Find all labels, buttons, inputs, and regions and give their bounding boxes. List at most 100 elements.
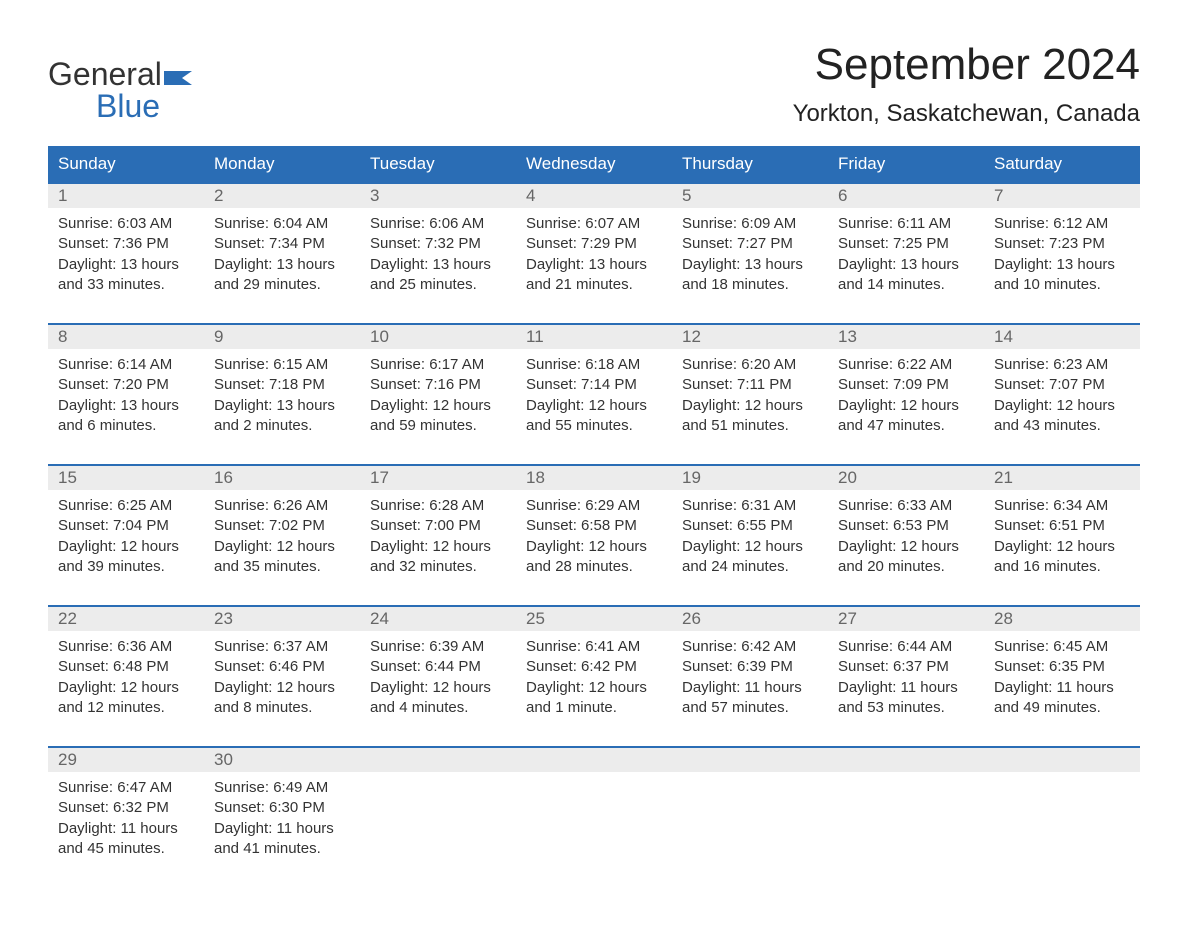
day-cell: Sunrise: 6:37 AMSunset: 6:46 PMDaylight:… [204,631,360,746]
day-label-mon: Monday [204,146,360,182]
logo: General Blue [48,58,192,122]
day-cell: Sunrise: 6:33 AMSunset: 6:53 PMDaylight:… [828,490,984,605]
day-number-row: 15161718192021 [48,466,1140,490]
daylight-text: Daylight: 12 hours [526,678,662,698]
sunset-text: Sunset: 7:36 PM [58,234,194,254]
day-cell: Sunrise: 6:29 AMSunset: 6:58 PMDaylight:… [516,490,672,605]
daylight-text: Daylight: 12 hours [370,537,506,557]
day-label-wed: Wednesday [516,146,672,182]
daylight-text: Daylight: 13 hours [682,255,818,275]
day-number: 24 [360,607,516,631]
day-cell: Sunrise: 6:11 AMSunset: 7:25 PMDaylight:… [828,208,984,323]
sunset-text: Sunset: 7:04 PM [58,516,194,536]
week-row: 1234567Sunrise: 6:03 AMSunset: 7:36 PMDa… [48,182,1140,323]
sunset-text: Sunset: 7:34 PM [214,234,350,254]
sunrise-text: Sunrise: 6:36 AM [58,637,194,657]
sunrise-text: Sunrise: 6:12 AM [994,214,1130,234]
daylight-text: Daylight: 13 hours [370,255,506,275]
day-cell: Sunrise: 6:28 AMSunset: 7:00 PMDaylight:… [360,490,516,605]
sunset-text: Sunset: 7:16 PM [370,375,506,395]
daylight-text: Daylight: 12 hours [58,678,194,698]
sunrise-text: Sunrise: 6:26 AM [214,496,350,516]
day-number: 28 [984,607,1140,631]
sunset-text: Sunset: 7:18 PM [214,375,350,395]
daylight-text: and 6 minutes. [58,416,194,436]
logo-word-2: Blue [96,90,160,122]
sunrise-text: Sunrise: 6:15 AM [214,355,350,375]
sunrise-text: Sunrise: 6:23 AM [994,355,1130,375]
daylight-text: and 2 minutes. [214,416,350,436]
day-cell: Sunrise: 6:34 AMSunset: 6:51 PMDaylight:… [984,490,1140,605]
sunrise-text: Sunrise: 6:44 AM [838,637,974,657]
sunset-text: Sunset: 7:09 PM [838,375,974,395]
day-cell: Sunrise: 6:07 AMSunset: 7:29 PMDaylight:… [516,208,672,323]
daylight-text: and 20 minutes. [838,557,974,577]
daylight-text: and 51 minutes. [682,416,818,436]
day-number: 16 [204,466,360,490]
sunset-text: Sunset: 7:11 PM [682,375,818,395]
sunrise-text: Sunrise: 6:47 AM [58,778,194,798]
daylight-text: Daylight: 12 hours [682,396,818,416]
daylight-text: and 32 minutes. [370,557,506,577]
day-number-row: 891011121314 [48,325,1140,349]
day-cell: Sunrise: 6:26 AMSunset: 7:02 PMDaylight:… [204,490,360,605]
sunset-text: Sunset: 7:02 PM [214,516,350,536]
daylight-text: Daylight: 11 hours [58,819,194,839]
day-number: 3 [360,184,516,208]
sunrise-text: Sunrise: 6:29 AM [526,496,662,516]
daylight-text: Daylight: 12 hours [838,537,974,557]
daylight-text: and 45 minutes. [58,839,194,859]
daylight-text: Daylight: 13 hours [838,255,974,275]
sunset-text: Sunset: 6:30 PM [214,798,350,818]
day-number: 22 [48,607,204,631]
week-row: 2930 Sunrise: 6:47 AMSunset: 6:32 PMDayl… [48,746,1140,887]
sunset-text: Sunset: 7:23 PM [994,234,1130,254]
daylight-text: and 12 minutes. [58,698,194,718]
daylight-text: Daylight: 12 hours [526,537,662,557]
day-cell: Sunrise: 6:04 AMSunset: 7:34 PMDaylight:… [204,208,360,323]
day-number: 5 [672,184,828,208]
day-number: 7 [984,184,1140,208]
daylight-text: Daylight: 12 hours [838,396,974,416]
daylight-text: and 43 minutes. [994,416,1130,436]
daylight-text: Daylight: 11 hours [994,678,1130,698]
day-number: 30 [204,748,360,772]
daylight-text: Daylight: 12 hours [370,396,506,416]
sunset-text: Sunset: 7:00 PM [370,516,506,536]
daylight-text: and 53 minutes. [838,698,974,718]
sunset-text: Sunset: 6:58 PM [526,516,662,536]
sunset-text: Sunset: 6:53 PM [838,516,974,536]
day-label-thu: Thursday [672,146,828,182]
day-number [984,748,1140,772]
day-number [828,748,984,772]
day-number [360,748,516,772]
sunset-text: Sunset: 6:46 PM [214,657,350,677]
sunset-text: Sunset: 7:07 PM [994,375,1130,395]
day-number: 2 [204,184,360,208]
day-number: 6 [828,184,984,208]
day-cell: Sunrise: 6:44 AMSunset: 6:37 PMDaylight:… [828,631,984,746]
day-number: 29 [48,748,204,772]
sunrise-text: Sunrise: 6:03 AM [58,214,194,234]
day-content-row: Sunrise: 6:03 AMSunset: 7:36 PM Daylight:… [48,208,1140,323]
daylight-text: Daylight: 12 hours [370,678,506,698]
day-number: 27 [828,607,984,631]
daylight-text: Daylight: 12 hours [994,396,1130,416]
daylight-text: and 47 minutes. [838,416,974,436]
calendar-header-row: Sunday Monday Tuesday Wednesday Thursday… [48,146,1140,182]
day-number: 15 [48,466,204,490]
sunrise-text: Sunrise: 6:28 AM [370,496,506,516]
daylight-text: and 1 minute. [526,698,662,718]
daylight-text: and 21 minutes. [526,275,662,295]
day-number: 21 [984,466,1140,490]
daylight-text: and 29 minutes. [214,275,350,295]
sunset-text: Sunset: 7:29 PM [526,234,662,254]
week-row: 15161718192021Sunrise: 6:25 AMSunset: 7:… [48,464,1140,605]
daylight-text: Daylight: 11 hours [838,678,974,698]
day-number: 4 [516,184,672,208]
daylight-text: and 28 minutes. [526,557,662,577]
sunrise-text: Sunrise: 6:20 AM [682,355,818,375]
sunrise-text: Sunrise: 6:31 AM [682,496,818,516]
day-number: 23 [204,607,360,631]
day-number: 25 [516,607,672,631]
